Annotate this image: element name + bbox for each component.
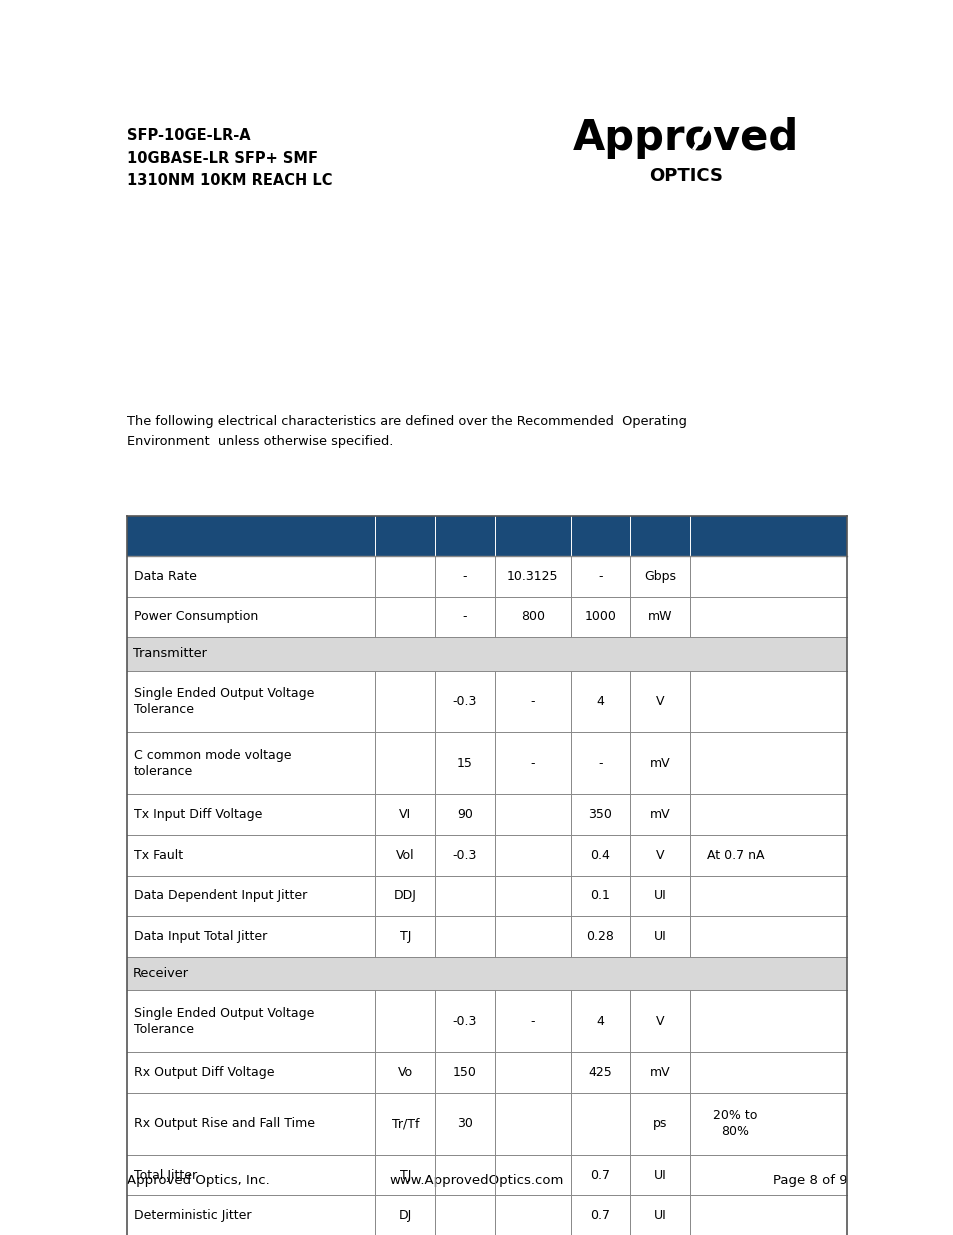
Text: TJ: TJ	[399, 930, 411, 944]
Bar	[127, 835, 846, 876]
Text: 20% to
80%: 20% to 80%	[713, 1109, 757, 1139]
Text: Approved: Approved	[572, 117, 798, 159]
Text: V: V	[656, 1015, 664, 1028]
Text: Total Jitter: Total Jitter	[133, 1168, 196, 1182]
Text: Single Ended Output Voltage
Tolerance: Single Ended Output Voltage Tolerance	[133, 687, 314, 716]
Text: SFP-10GE-LR-A: SFP-10GE-LR-A	[127, 128, 251, 143]
Bar	[127, 1195, 846, 1235]
Text: Data Rate: Data Rate	[133, 569, 196, 583]
Text: mV: mV	[649, 808, 670, 821]
Text: Data Dependent Input Jitter: Data Dependent Input Jitter	[133, 889, 307, 903]
Text: Transmitter: Transmitter	[132, 647, 206, 661]
Text: Tr/Tf: Tr/Tf	[391, 1118, 418, 1130]
Text: VI: VI	[398, 808, 411, 821]
Text: UI: UI	[653, 1209, 666, 1223]
Text: 90: 90	[456, 808, 473, 821]
Bar	[127, 794, 846, 835]
Text: Gbps: Gbps	[643, 569, 676, 583]
Text: -: -	[598, 569, 602, 583]
Text: Page 8 of 9: Page 8 of 9	[772, 1174, 846, 1187]
Text: 800: 800	[520, 610, 544, 624]
Text: 350: 350	[588, 808, 612, 821]
Text: -: -	[598, 757, 602, 769]
Text: DDJ: DDJ	[394, 889, 416, 903]
Text: UI: UI	[653, 930, 666, 944]
Text: -: -	[530, 757, 535, 769]
Bar	[127, 516, 846, 556]
Text: 0.7: 0.7	[590, 1209, 610, 1223]
Text: Rx Output Diff Voltage: Rx Output Diff Voltage	[133, 1066, 274, 1079]
Text: The following electrical characteristics are defined over the Recommended  Opera: The following electrical characteristics…	[127, 415, 686, 429]
Text: Tx Fault: Tx Fault	[133, 848, 182, 862]
Bar	[127, 1093, 846, 1155]
Text: -0.3: -0.3	[453, 695, 476, 708]
Text: Data Input Total Jitter: Data Input Total Jitter	[133, 930, 267, 944]
Text: 15: 15	[456, 757, 473, 769]
Text: 10GBASE-LR SFP+ SMF: 10GBASE-LR SFP+ SMF	[127, 151, 317, 165]
Bar	[127, 876, 846, 916]
Bar	[127, 1155, 846, 1195]
Text: -: -	[462, 569, 467, 583]
Text: TJ: TJ	[399, 1168, 411, 1182]
Text: 1000: 1000	[584, 610, 616, 624]
Text: Receiver: Receiver	[132, 967, 189, 981]
Text: mW: mW	[647, 610, 672, 624]
Text: 1310NM 10KM REACH LC: 1310NM 10KM REACH LC	[127, 173, 332, 188]
Text: 425: 425	[588, 1066, 612, 1079]
Bar	[127, 957, 846, 990]
Bar	[127, 1052, 846, 1093]
Text: Vo: Vo	[397, 1066, 413, 1079]
Text: mV: mV	[649, 757, 670, 769]
Text: 30: 30	[456, 1118, 473, 1130]
Text: 0.1: 0.1	[590, 889, 610, 903]
Text: -0.3: -0.3	[453, 1015, 476, 1028]
Text: -: -	[530, 1015, 535, 1028]
Text: 4: 4	[596, 1015, 604, 1028]
Text: Single Ended Output Voltage
Tolerance: Single Ended Output Voltage Tolerance	[133, 1007, 314, 1036]
Text: Rx Output Rise and Fall Time: Rx Output Rise and Fall Time	[133, 1118, 314, 1130]
Text: Environment  unless otherwise specified.: Environment unless otherwise specified.	[127, 435, 393, 448]
Text: 0.28: 0.28	[586, 930, 614, 944]
Text: Approved Optics, Inc.: Approved Optics, Inc.	[127, 1174, 270, 1187]
Bar	[127, 637, 846, 671]
Bar	[127, 732, 846, 794]
Text: Power Consumption: Power Consumption	[133, 610, 257, 624]
Text: mV: mV	[649, 1066, 670, 1079]
Text: Tx Input Diff Voltage: Tx Input Diff Voltage	[133, 808, 262, 821]
Text: Vol: Vol	[395, 848, 415, 862]
Bar	[127, 916, 846, 957]
Text: Deterministic Jitter: Deterministic Jitter	[133, 1209, 251, 1223]
Text: 4: 4	[596, 695, 604, 708]
Bar	[127, 597, 846, 637]
Text: 150: 150	[453, 1066, 476, 1079]
Text: -: -	[530, 695, 535, 708]
Text: C common mode voltage
tolerance: C common mode voltage tolerance	[133, 748, 291, 778]
Text: -: -	[462, 610, 467, 624]
Text: 0.7: 0.7	[590, 1168, 610, 1182]
Text: ps: ps	[653, 1118, 667, 1130]
Text: UI: UI	[653, 1168, 666, 1182]
Bar	[127, 671, 846, 732]
Text: UI: UI	[653, 889, 666, 903]
Text: 0.4: 0.4	[590, 848, 610, 862]
Bar	[127, 990, 846, 1052]
Text: www.ApprovedOptics.com: www.ApprovedOptics.com	[390, 1174, 563, 1187]
Text: DJ: DJ	[398, 1209, 412, 1223]
Bar	[127, 556, 846, 597]
Text: -0.3: -0.3	[453, 848, 476, 862]
Text: OPTICS: OPTICS	[648, 167, 722, 185]
Text: V: V	[656, 848, 664, 862]
Text: 10.3125: 10.3125	[506, 569, 558, 583]
Text: At 0.7 nA: At 0.7 nA	[706, 848, 763, 862]
Text: V: V	[656, 695, 664, 708]
